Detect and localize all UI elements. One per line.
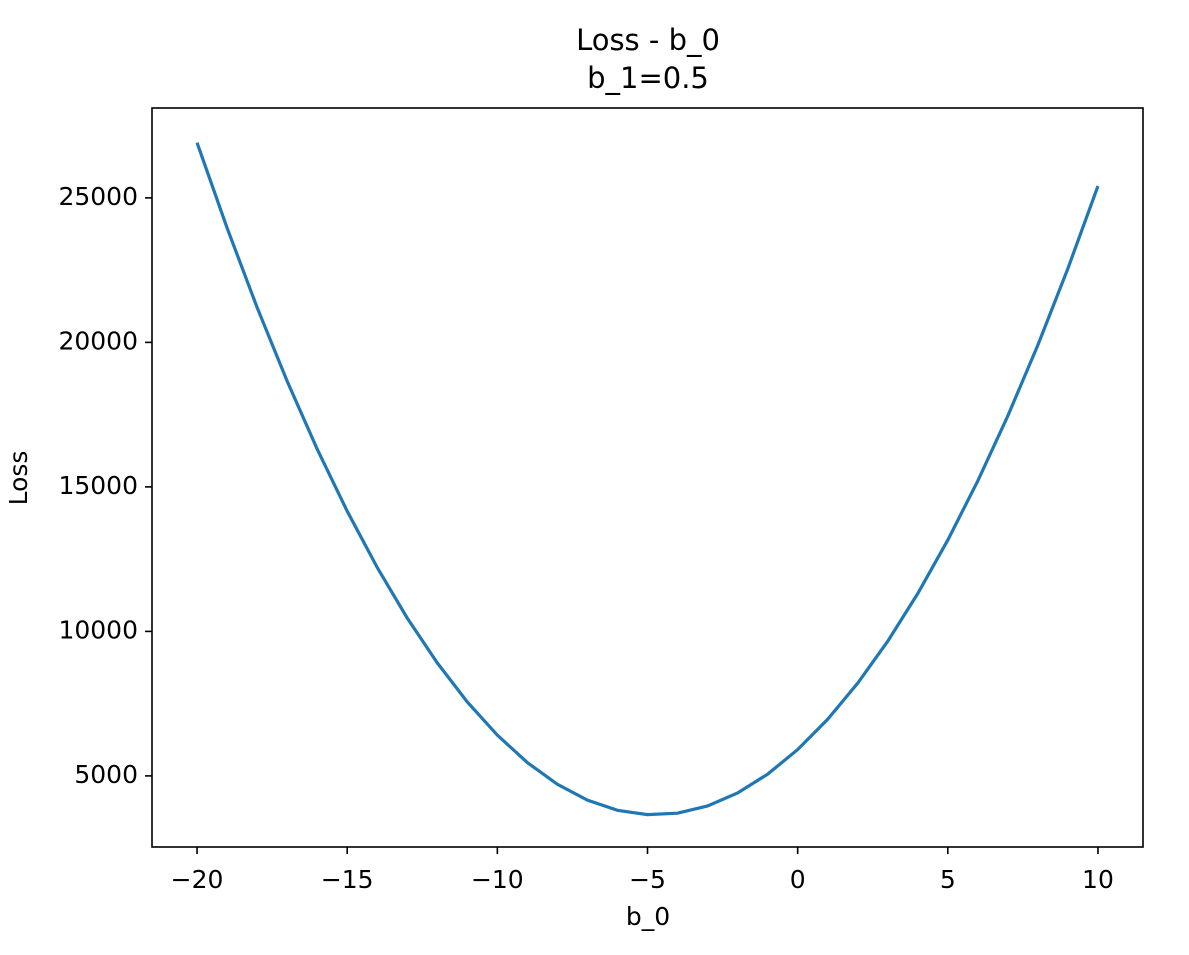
x-tick-label: −15 [321, 865, 374, 894]
y-tick-label: 10000 [58, 615, 138, 644]
plot-frame [151, 107, 1144, 848]
x-tick-label: −5 [629, 865, 666, 894]
chart-subtitle: b_1=0.5 [587, 61, 709, 95]
x-tick-label: 0 [790, 865, 806, 894]
y-tick-label: 5000 [74, 760, 138, 789]
x-tick-label: 5 [940, 865, 956, 894]
y-tick-label: 15000 [58, 471, 138, 500]
x-tick-label: 10 [1082, 865, 1114, 894]
x-tick-label: −10 [471, 865, 524, 894]
chart-title: Loss - b_0 [576, 23, 720, 57]
x-tick-label: −20 [171, 865, 224, 894]
y-tick-label: 25000 [58, 182, 138, 211]
y-axis-label: Loss [4, 451, 33, 506]
y-tick-label: 20000 [58, 326, 138, 355]
x-axis-label: b_0 [626, 902, 670, 931]
line-series [195, 142, 1100, 817]
